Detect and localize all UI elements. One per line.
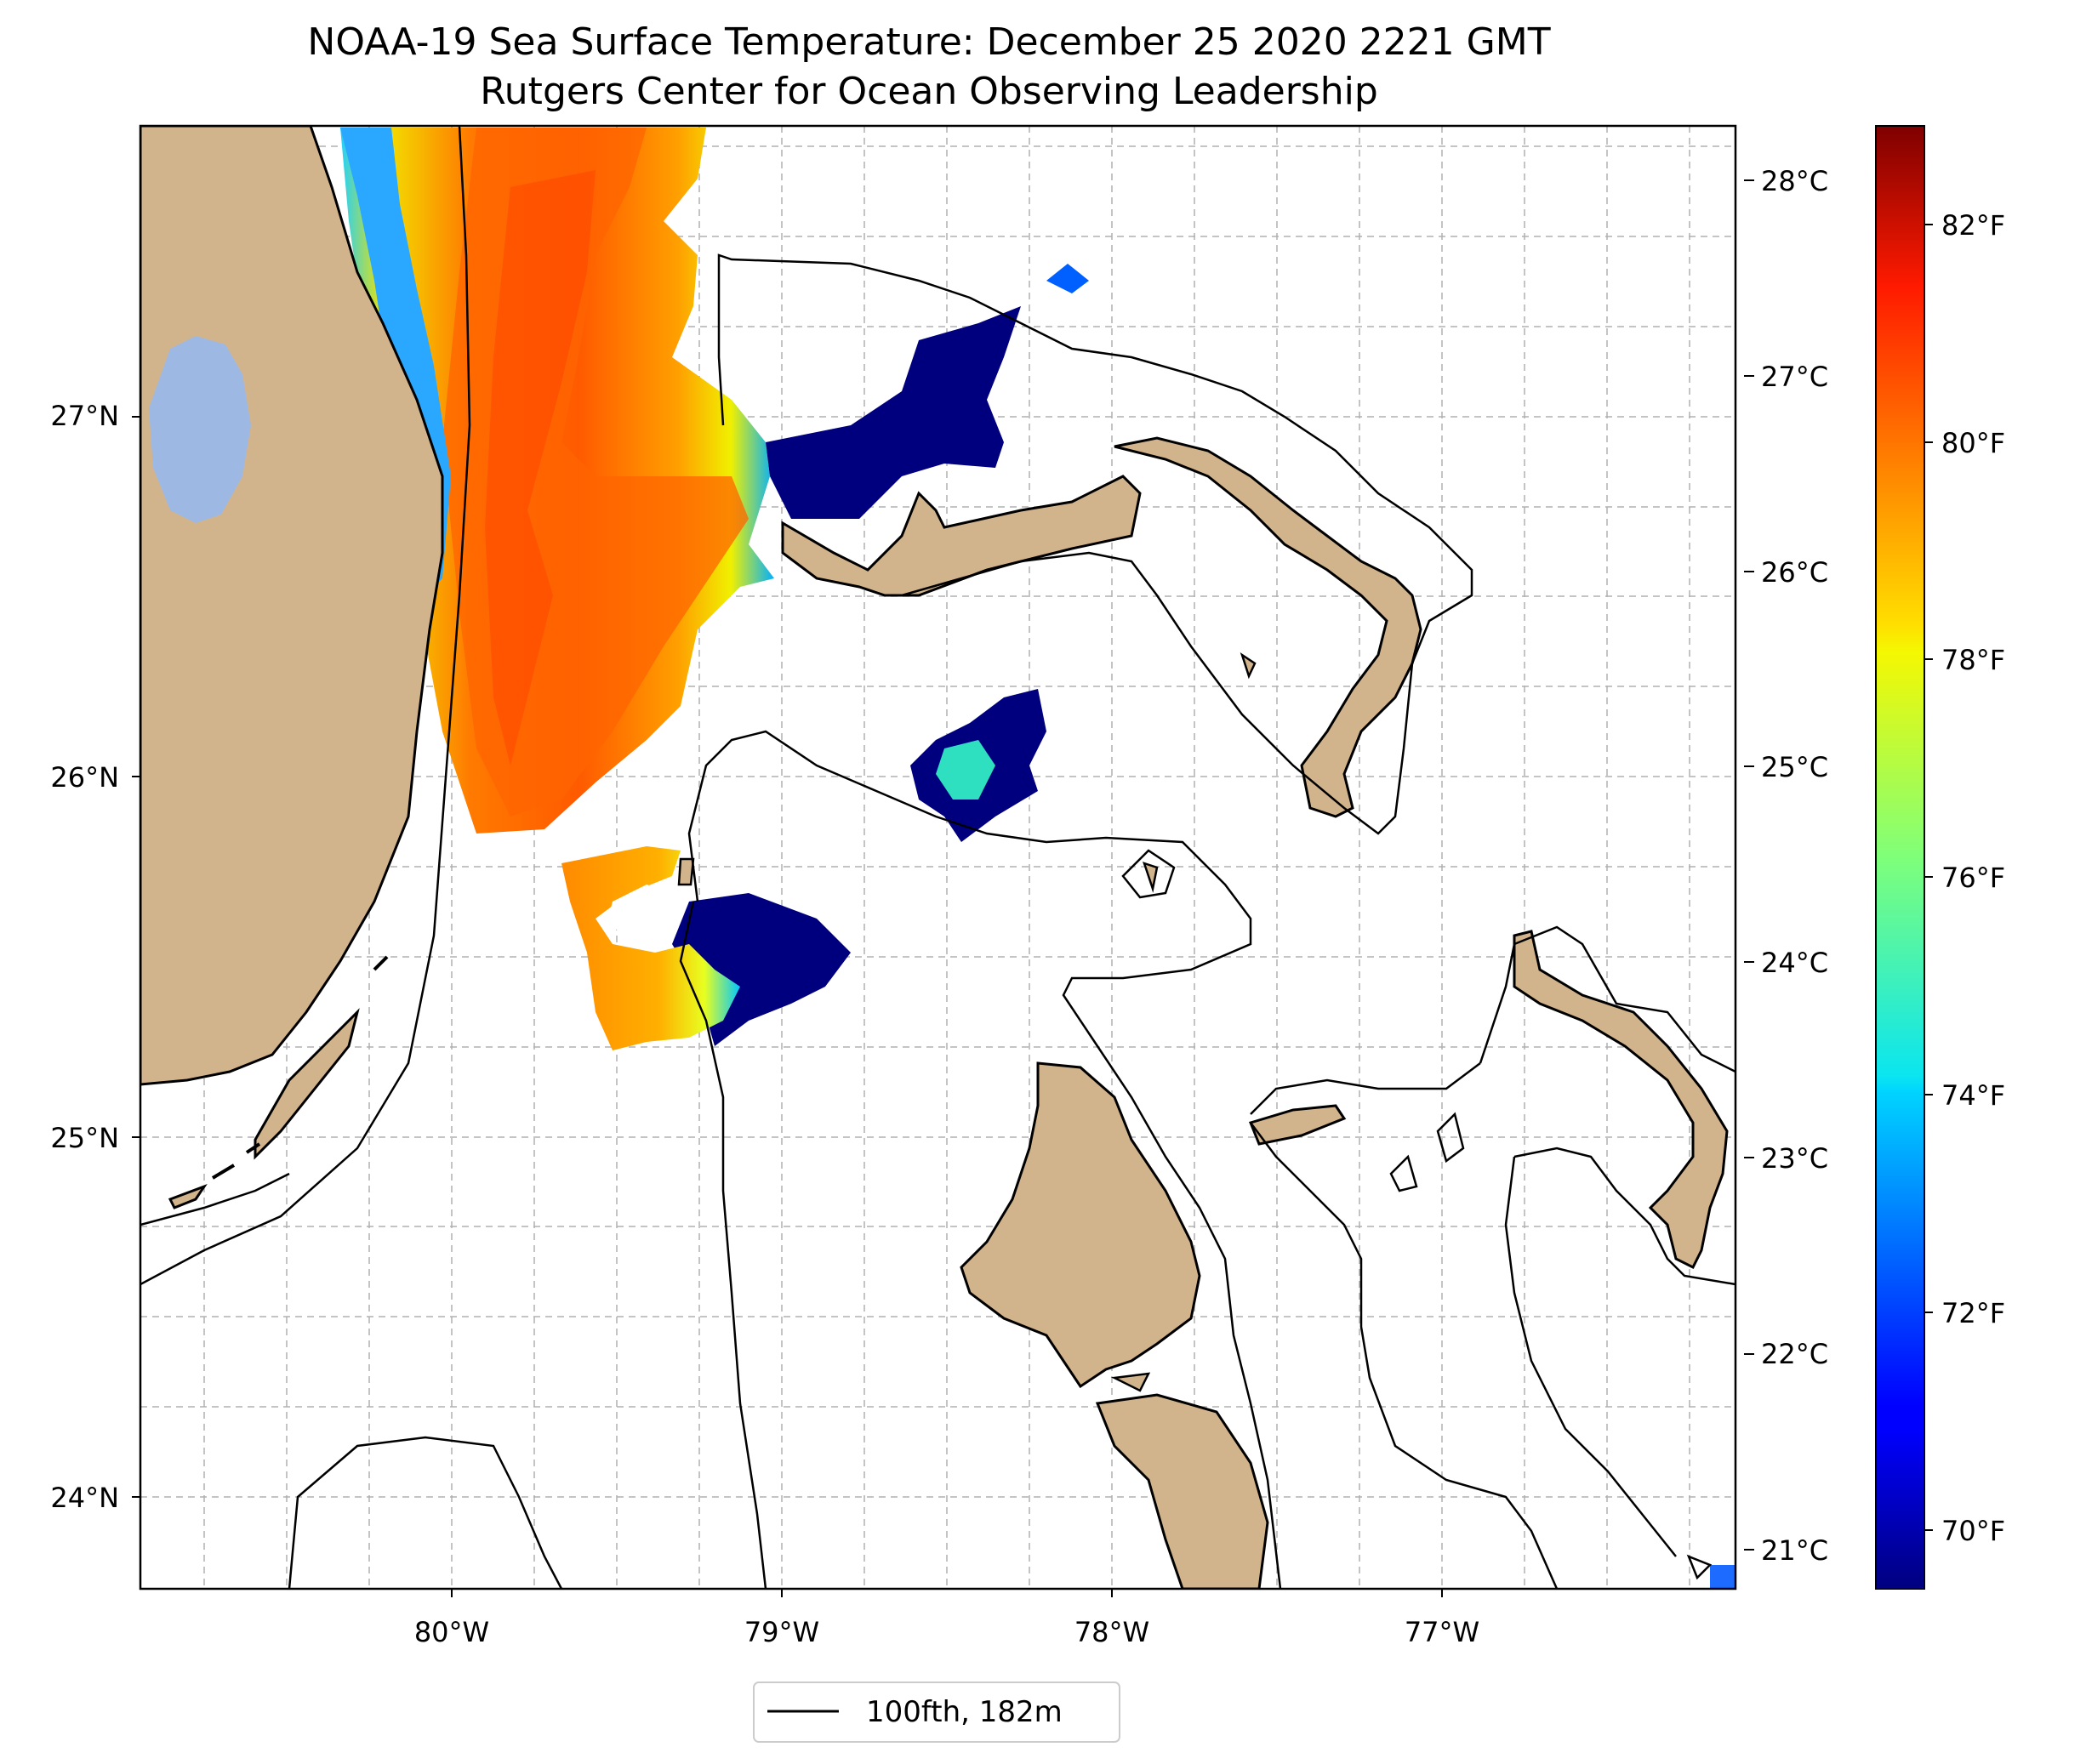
legend-label: 100fth, 182m: [866, 1695, 1063, 1729]
fahrenheit-tick-82: 82°F: [1941, 209, 2005, 242]
sst-band-south-gap: [608, 885, 672, 940]
celsius-tick-28: 28°C: [1761, 165, 1828, 197]
lon-tick-marks: [451, 1589, 1443, 1597]
celsius-tick-24: 24°C: [1761, 947, 1828, 979]
fahrenheit-tick-78: 78°F: [1941, 644, 2005, 676]
legend-box: [753, 1681, 1120, 1743]
florida-keys-west: [168, 1183, 208, 1209]
abaco-islet: [1240, 652, 1257, 680]
abaco-island: [1114, 436, 1422, 818]
celsius-tick-26: 26°C: [1761, 556, 1828, 589]
lon-tick-78: 78°W: [1074, 1616, 1149, 1648]
lon-tick-79: 79°W: [744, 1616, 819, 1648]
lon-axis: 80°W 79°W 78°W 77°W: [414, 1616, 1479, 1648]
lat-tick-marks: [132, 416, 140, 1498]
andros-cay: [1110, 1372, 1151, 1392]
fahrenheit-tick-80: 80°F: [1941, 427, 2005, 459]
sst-cold-patch-small: [1710, 1565, 1735, 1589]
celsius-tick-21: 21°C: [1761, 1534, 1828, 1567]
celsius-tick-27: 27°C: [1761, 361, 1828, 393]
colorbar: 70°F 72°F 74°F 76°F 78°F 80°F 82°F: [1875, 125, 2005, 1590]
fahrenheit-tick-72: 72°F: [1941, 1297, 2005, 1329]
map-panel: [140, 126, 1735, 1589]
lat-tick-27: 27°N: [50, 400, 119, 432]
grand-bahama-island: [781, 475, 1142, 597]
lat-tick-26: 26°N: [50, 761, 119, 794]
colorbar-gradient: [1875, 125, 1925, 1590]
fahrenheit-tick-74: 74°F: [1941, 1079, 2005, 1112]
fahrenheit-tick-76: 76°F: [1941, 862, 2005, 894]
celsius-tick-23: 23°C: [1761, 1142, 1828, 1175]
eleuthera-island: [1513, 930, 1729, 1270]
lat-tick-24: 24°N: [50, 1482, 119, 1514]
florida-keys: [254, 1008, 360, 1160]
sst-mid-warm-core: [936, 740, 995, 799]
legend: 100fth, 182m: [753, 1681, 1120, 1743]
isobath-100fth: [140, 126, 1735, 1589]
celsius-tick-25: 25°C: [1761, 751, 1828, 783]
fahrenheit-tick-70: 70°F: [1941, 1515, 2005, 1547]
sst-cold-patch-north: [766, 306, 1021, 519]
new-providence-island: [1248, 1104, 1347, 1146]
lat-axis: 24°N 25°N 26°N 27°N: [50, 400, 119, 1514]
celsius-axis: 21°C 22°C 23°C 24°C 25°C 26°C 27°C 28°C: [1735, 126, 1828, 1589]
sst-swath-upper: [442, 128, 749, 817]
sst-band-south: [561, 846, 740, 1050]
lake-okeechobee: [149, 336, 251, 523]
andros-island: [960, 1061, 1201, 1389]
lon-tick-77: 77°W: [1405, 1616, 1479, 1648]
sst-cold-patch-ne: [1046, 264, 1089, 293]
lat-tick-25: 25°N: [50, 1122, 119, 1154]
key-dashes: [211, 955, 389, 1180]
figure-title-line2: Rutgers Center for Ocean Observing Leade…: [480, 70, 1378, 113]
andros-south: [1095, 1393, 1269, 1589]
celsius-tick-22: 22°C: [1761, 1338, 1828, 1370]
sst-swath-core: [485, 170, 596, 765]
lon-tick-80: 80°W: [414, 1616, 489, 1648]
bimini-cays: [677, 857, 1159, 893]
figure-title-line1: NOAA-19 Sea Surface Temperature: Decembe…: [307, 20, 1550, 64]
